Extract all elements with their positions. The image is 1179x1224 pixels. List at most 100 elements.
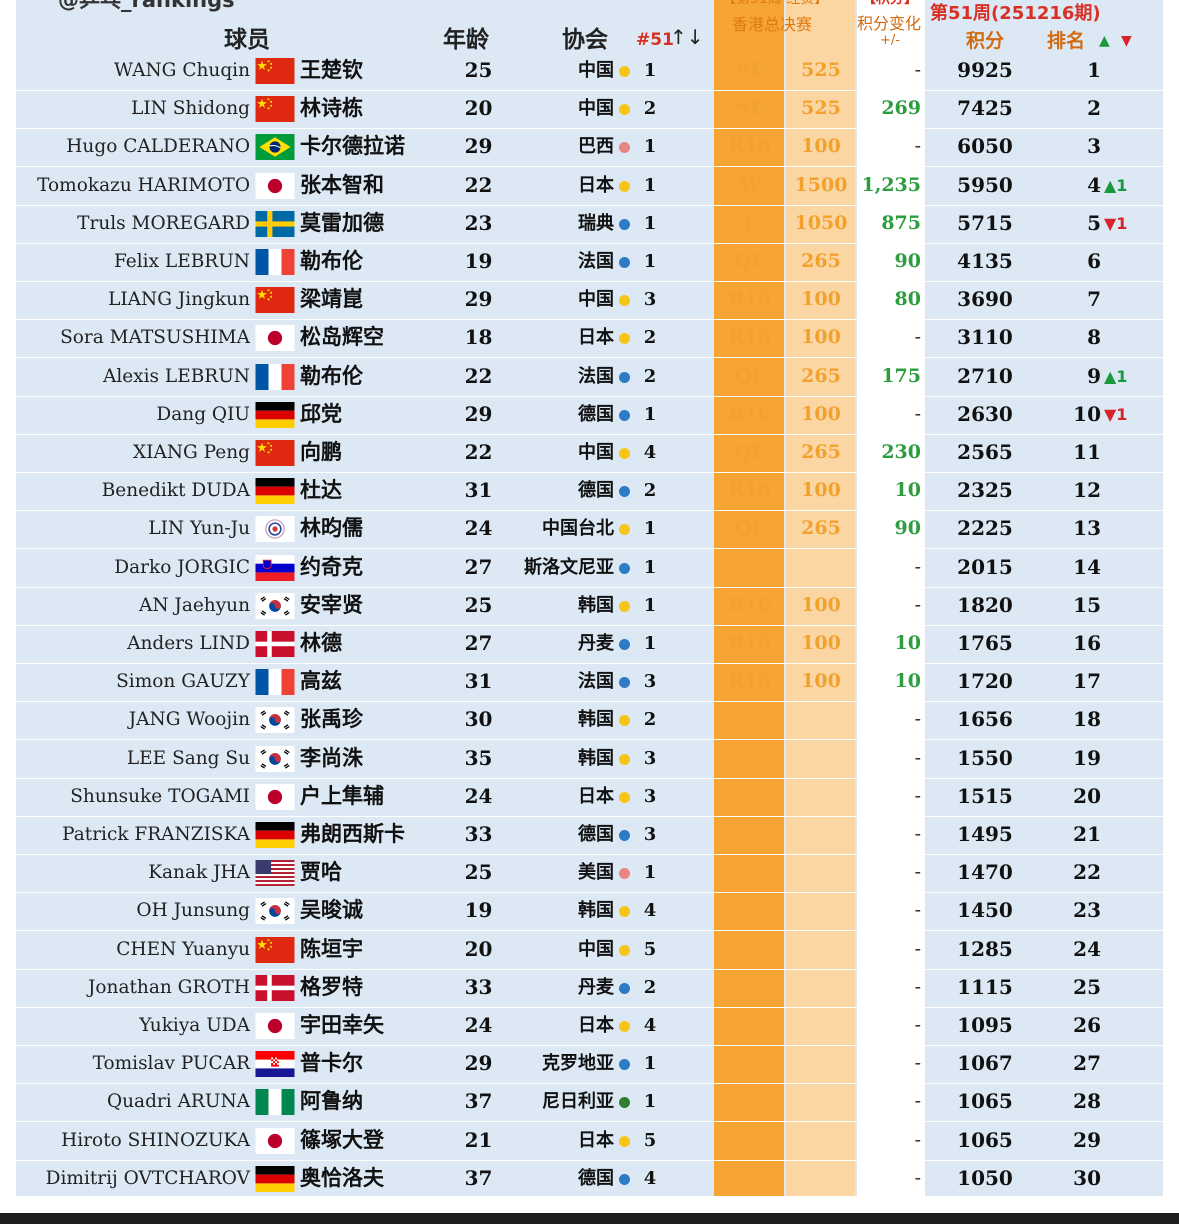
- association-dot-icon: [619, 409, 630, 421]
- association-rank: 1: [643, 518, 657, 540]
- player-association: 日本: [578, 327, 614, 349]
- association-dot-icon: [619, 1173, 630, 1185]
- player-age: 19: [464, 249, 493, 273]
- player-age: 25: [464, 860, 493, 885]
- association-dot-icon: [619, 600, 630, 612]
- world-rank: 15: [1073, 592, 1101, 617]
- player-association: 日本: [578, 1015, 614, 1036]
- player-name-cn: 吴晙诚: [300, 898, 363, 923]
- player-name-cn: 林德: [300, 631, 342, 655]
- total-points: 6050: [957, 134, 1013, 159]
- event-round: R16: [728, 135, 772, 158]
- world-rank: 16: [1073, 631, 1101, 655]
- table-row: LIN Yun-Ju 林昀儒 24 中国台北 1 QF 265 90 2225 13: [16, 510, 1163, 550]
- total-points: 1065: [957, 1089, 1013, 1114]
- world-rank: 2: [1087, 96, 1101, 121]
- player-name-cn: 篠塚大登: [300, 1127, 384, 1152]
- player-association: 中国台北: [542, 518, 614, 540]
- player-name-cn: 林昀儒: [300, 516, 363, 541]
- association-rank: 2: [643, 98, 657, 120]
- association-rank: 4: [643, 442, 657, 463]
- player-association: 日本: [578, 785, 614, 807]
- association-rank: 1: [643, 862, 657, 884]
- world-rank: 10: [1073, 401, 1101, 426]
- flag-icon: [255, 1127, 295, 1154]
- table-row: Dimitrij OVTCHAROV 奥恰洛夫 37 德国 4 - 1050 30: [16, 1160, 1163, 1199]
- player-name-en: Patrick FRANZISKA: [62, 824, 250, 845]
- world-rank: 14: [1073, 554, 1101, 579]
- points-change: -: [914, 1128, 921, 1151]
- points-change: -: [914, 555, 921, 578]
- player-association: 法国: [578, 671, 614, 693]
- event-round: [714, 892, 786, 929]
- table-row: Simon GAUZY 高兹 31 法国 3 R16 100 10 1720 17: [16, 663, 1163, 703]
- points-change: -: [914, 975, 921, 998]
- table-row: WANG Chuqin 王楚钦 25 中国 1 SF 525 - 9925 1: [16, 52, 1163, 91]
- player-association: 美国: [578, 862, 614, 884]
- player-association: 德国: [578, 403, 614, 425]
- event-round: R16: [728, 632, 772, 654]
- association-dot-icon: [619, 639, 630, 650]
- event-round: R16: [728, 479, 772, 502]
- header-points: 积分: [966, 30, 1005, 52]
- total-points: 1450: [957, 898, 1013, 923]
- points-column-bg: [786, 0, 855, 1196]
- player-name-en: WANG Chuqin: [114, 60, 250, 81]
- total-points: 2710: [957, 363, 1013, 388]
- player-association: 日本: [578, 1129, 614, 1151]
- total-points: 1050: [957, 1165, 1013, 1190]
- event-points: [786, 1122, 856, 1159]
- player-name-cn: 普卡尔: [300, 1051, 363, 1076]
- flag-icon: [255, 1089, 295, 1116]
- rank-movement: ▼1: [1104, 213, 1128, 233]
- total-points: 1495: [957, 822, 1013, 846]
- points-change: 269: [881, 97, 921, 120]
- association-dot-icon: [619, 180, 630, 192]
- flag-icon: [255, 898, 295, 925]
- player-association: 丹麦: [578, 633, 614, 654]
- event-points: 100: [801, 326, 841, 349]
- flag-icon: [255, 1165, 295, 1192]
- association-dot-icon: [619, 1059, 630, 1071]
- points-change: -: [914, 135, 921, 158]
- player-association: 韩国: [578, 747, 614, 769]
- flag-icon: [255, 363, 295, 390]
- association-dot-icon: [619, 142, 630, 154]
- world-rank: 28: [1073, 1089, 1101, 1114]
- points-change: 875: [881, 211, 921, 234]
- event-round: [714, 1122, 786, 1159]
- total-points: 1550: [957, 745, 1013, 770]
- points-change: -: [914, 1090, 921, 1113]
- event-round: QF: [734, 250, 766, 272]
- player-name-en: Hiroto SHINOZUKA: [61, 1129, 250, 1151]
- event-points: [786, 1045, 856, 1082]
- flag-icon: [255, 822, 295, 848]
- association-dot-icon: [619, 791, 630, 803]
- player-association: 法国: [578, 251, 614, 272]
- round-column-bg: [714, 0, 784, 1196]
- event-points: 100: [801, 402, 841, 425]
- event-round: [714, 931, 786, 968]
- association-dot-icon: [619, 1021, 630, 1032]
- total-points: 2630: [957, 401, 1013, 426]
- player-association: 韩国: [578, 709, 614, 731]
- flag-icon: [255, 1051, 295, 1078]
- association-dot-icon: [619, 830, 630, 841]
- table-row: Alexis LEBRUN 勒布伦 22 法国 2 QF 265 175 2710 9 ▲1: [16, 358, 1163, 397]
- event-points: 1500: [794, 173, 848, 196]
- player-name-en: CHEN Yuanyu: [116, 938, 250, 960]
- points-change: 10: [894, 670, 921, 693]
- association-rank: 2: [643, 480, 657, 502]
- association-rank: 1: [643, 212, 657, 234]
- association-dot-icon: [619, 982, 630, 994]
- player-name-en: Yukiya UDA: [139, 1015, 250, 1036]
- player-name-en: Alexis LEBRUN: [102, 365, 250, 387]
- player-name-en: LIANG Jingkun: [108, 289, 250, 311]
- player-name-en: LEE Sang Su: [126, 747, 250, 769]
- player-association: 中国: [578, 938, 614, 960]
- points-change: -: [914, 1166, 921, 1189]
- table-row: CHEN Yuanyu 陈垣宇 20 中国 5 - 1285 24: [16, 931, 1163, 970]
- player-name-cn: 阿鲁纳: [300, 1089, 363, 1114]
- points-change: 10: [894, 632, 921, 654]
- flag-icon: [255, 325, 295, 352]
